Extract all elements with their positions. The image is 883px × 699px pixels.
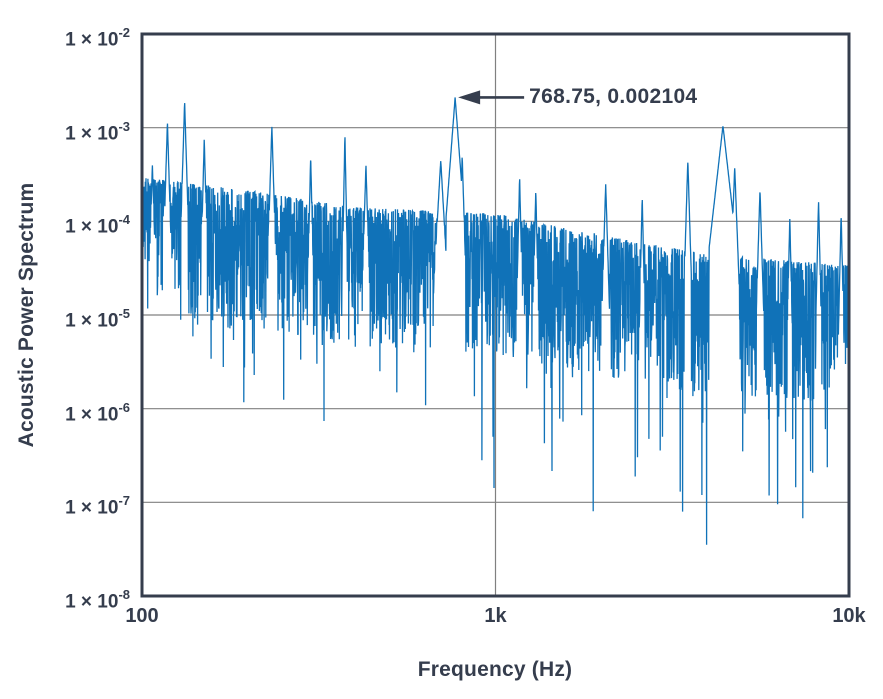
y-tick-label: 1 × 10-3 (65, 118, 130, 144)
x-tick-label: 100 (125, 605, 159, 627)
peak-annotation-label: 768.75, 0.002104 (529, 85, 698, 109)
x-tick-label: 1k (484, 605, 507, 627)
y-tick-label: 1 × 10-7 (65, 493, 130, 519)
y-tick-label: 1 × 10-5 (65, 306, 130, 332)
y-tick-label: 1 × 10-8 (65, 587, 130, 613)
y-tick-label: 1 × 10-6 (65, 399, 130, 425)
annotation-arrow (458, 90, 525, 105)
x-tick-label: 10k (832, 605, 866, 627)
x-axis-title: Frequency (Hz) (417, 658, 573, 681)
spectrum-trace (142, 97, 849, 545)
annotation-arrow-head (458, 90, 481, 105)
plot-frame (140, 32, 851, 598)
y-tick-label: 1 × 10-4 (65, 212, 130, 238)
y-tick-label: 1 × 10-2 (65, 25, 130, 51)
